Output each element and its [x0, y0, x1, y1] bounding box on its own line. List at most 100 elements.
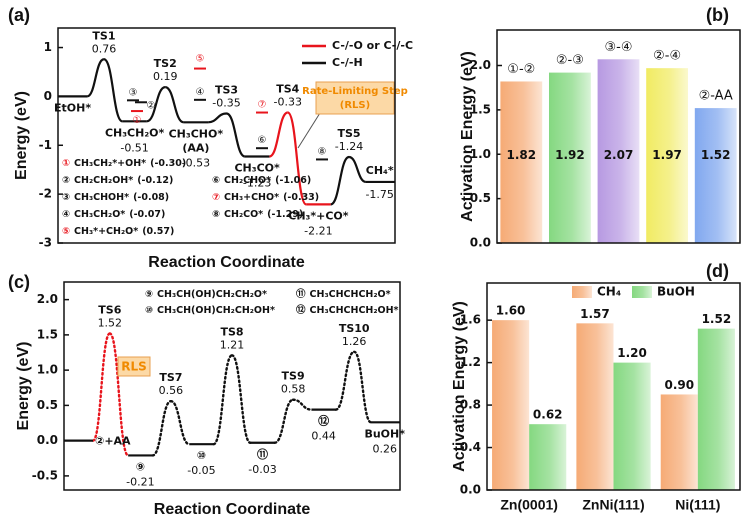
bar: [597, 59, 640, 243]
y-tick-label: 0.5: [470, 191, 491, 205]
energy-segment: [146, 86, 166, 123]
legend-label: C-/-H: [332, 56, 363, 69]
intermediate-symbol: ⑥: [258, 135, 267, 146]
panel-label: (d): [706, 261, 729, 281]
bar: [549, 72, 591, 243]
bar: [576, 323, 614, 490]
bar-value: 1.92: [555, 148, 585, 162]
rls-box: [117, 356, 151, 377]
intermediate-symbol: ⑥: [212, 175, 220, 186]
bar-category: ①-②: [507, 62, 535, 77]
intermediate-symbol: ④: [196, 87, 205, 98]
state-label: EtOH*: [54, 101, 91, 114]
plot-frame: [486, 282, 741, 491]
bar-value: 2.07: [604, 148, 634, 162]
intermediate-name: CH₂CHO*: [224, 175, 271, 186]
intermediate-entry: ⑧ CH₂CO* (-1.29): [212, 209, 303, 220]
bar-value: 1.52: [701, 148, 731, 162]
bar-value: 1.20: [617, 346, 647, 360]
intermediate-value: (-0.30): [150, 158, 186, 169]
energy-segment: [208, 112, 227, 124]
state-label: TS3: [215, 84, 238, 97]
bar-value: 1.82: [506, 148, 536, 162]
energy-segment: [291, 398, 313, 411]
energy-value: -2.21: [304, 224, 332, 237]
bar-category: ③-④: [605, 40, 633, 55]
intermediate-symbol: ④: [62, 209, 70, 220]
energy-value: -1.23: [243, 177, 271, 190]
legend-label: C-/-O or C-/-C: [332, 39, 413, 52]
y-axis-title: Energy (eV): [13, 91, 30, 180]
y-tick-label: 0.4: [460, 440, 481, 454]
state-label: ②+AA: [95, 435, 131, 448]
intermediate-symbol: ③: [129, 87, 138, 98]
intermediate-name: CH₃CHOH*: [74, 192, 129, 203]
intermediate-name: CH₃CH₂O*: [74, 209, 125, 220]
y-tick-label: 2.0: [470, 58, 491, 72]
state-label: BuOH*: [364, 427, 405, 440]
state-label: ⑨: [136, 460, 145, 473]
energy-value: -1.24: [335, 140, 363, 153]
intermediate-symbol: ⑧: [212, 209, 220, 220]
intermediate-symbol: ⑦: [212, 192, 220, 203]
x-axis-title: Reaction Coordinate: [154, 501, 311, 518]
bar: [694, 108, 737, 243]
plot-frame: [63, 281, 401, 491]
y-tick-label: 1.6: [460, 313, 481, 327]
species-entry: ⑪ CH₃CHCHCH₂O*: [296, 288, 391, 300]
species-symbol: ⑨: [145, 289, 153, 300]
energy-value: -0.03: [248, 463, 276, 476]
y-tick-label: 0.8: [460, 398, 481, 412]
legend-label: BuOH: [657, 285, 695, 299]
energy-segment: [352, 350, 373, 424]
intermediate-symbol: ②: [62, 175, 70, 186]
species-symbol: ⑪: [296, 288, 306, 300]
species-name: CH₃CHCHCH₂OH*: [310, 305, 399, 316]
bar: [492, 320, 530, 490]
y-tick-label: 1.5: [37, 327, 58, 341]
y-tick-label: 1.0: [470, 147, 491, 161]
x-axis-title: Reaction Coordinate: [148, 254, 305, 271]
panel-label: (b): [706, 5, 729, 25]
bar: [646, 68, 688, 243]
intermediate-value: (-0.12): [137, 175, 173, 186]
state-label: TS8: [220, 325, 243, 338]
intermediate-symbol: ⑤: [62, 226, 70, 237]
energy-value: 0.26: [372, 442, 397, 455]
rls-label: (RLS): [340, 100, 370, 111]
intermediate-symbol: ⑦: [258, 100, 267, 111]
intermediate-value: (-0.33): [283, 192, 319, 203]
species-name: CH₃CH(OH)CH₂CH₂O*: [157, 289, 267, 300]
intermediate-name: CH₂CH₂OH*: [74, 175, 133, 186]
state-label: TS6: [98, 303, 121, 316]
energy-segment: [230, 354, 252, 444]
legend-label: CH₄: [597, 285, 621, 299]
intermediate-name: CH₃+CHO*: [224, 192, 279, 203]
energy-segment: [164, 86, 185, 124]
species-entry: ⑩ CH₃CH(OH)CH₂CH₂OH*: [145, 305, 275, 316]
intermediate-entry: ② CH₂CH₂OH* (-0.12): [62, 175, 173, 186]
x-tick-label: Ni(111): [675, 497, 720, 513]
state-label: CH₃CO*: [234, 162, 280, 175]
y-axis-title: Energy (eV): [15, 342, 32, 431]
bar-value: 1.60: [496, 304, 526, 318]
state-label: TS4: [276, 83, 299, 96]
energy-value: -0.53: [182, 156, 210, 169]
energy-segment: [348, 155, 367, 184]
x-tick-label: ZnNi(111): [582, 497, 644, 513]
rls-label: RLS: [121, 360, 147, 374]
bar-category: ②-③: [556, 53, 584, 68]
y-tick-label: -1: [39, 138, 52, 152]
state-label: CH₃*+CO*: [288, 209, 348, 222]
intermediate-value: (-1.06): [275, 175, 311, 186]
energy-value: 1.21: [220, 338, 245, 351]
state-label: TS7: [159, 371, 182, 384]
rls-pointer: [297, 112, 321, 149]
panel-label: (c): [8, 272, 30, 292]
intermediate-symbol: ⑤: [196, 54, 205, 65]
y-tick-label: -2: [39, 187, 52, 201]
species-entry: ⑫ CH₃CHCHCH₂OH*: [296, 304, 399, 316]
energy-segment: [169, 399, 191, 446]
bar-value: 0.90: [664, 378, 694, 392]
